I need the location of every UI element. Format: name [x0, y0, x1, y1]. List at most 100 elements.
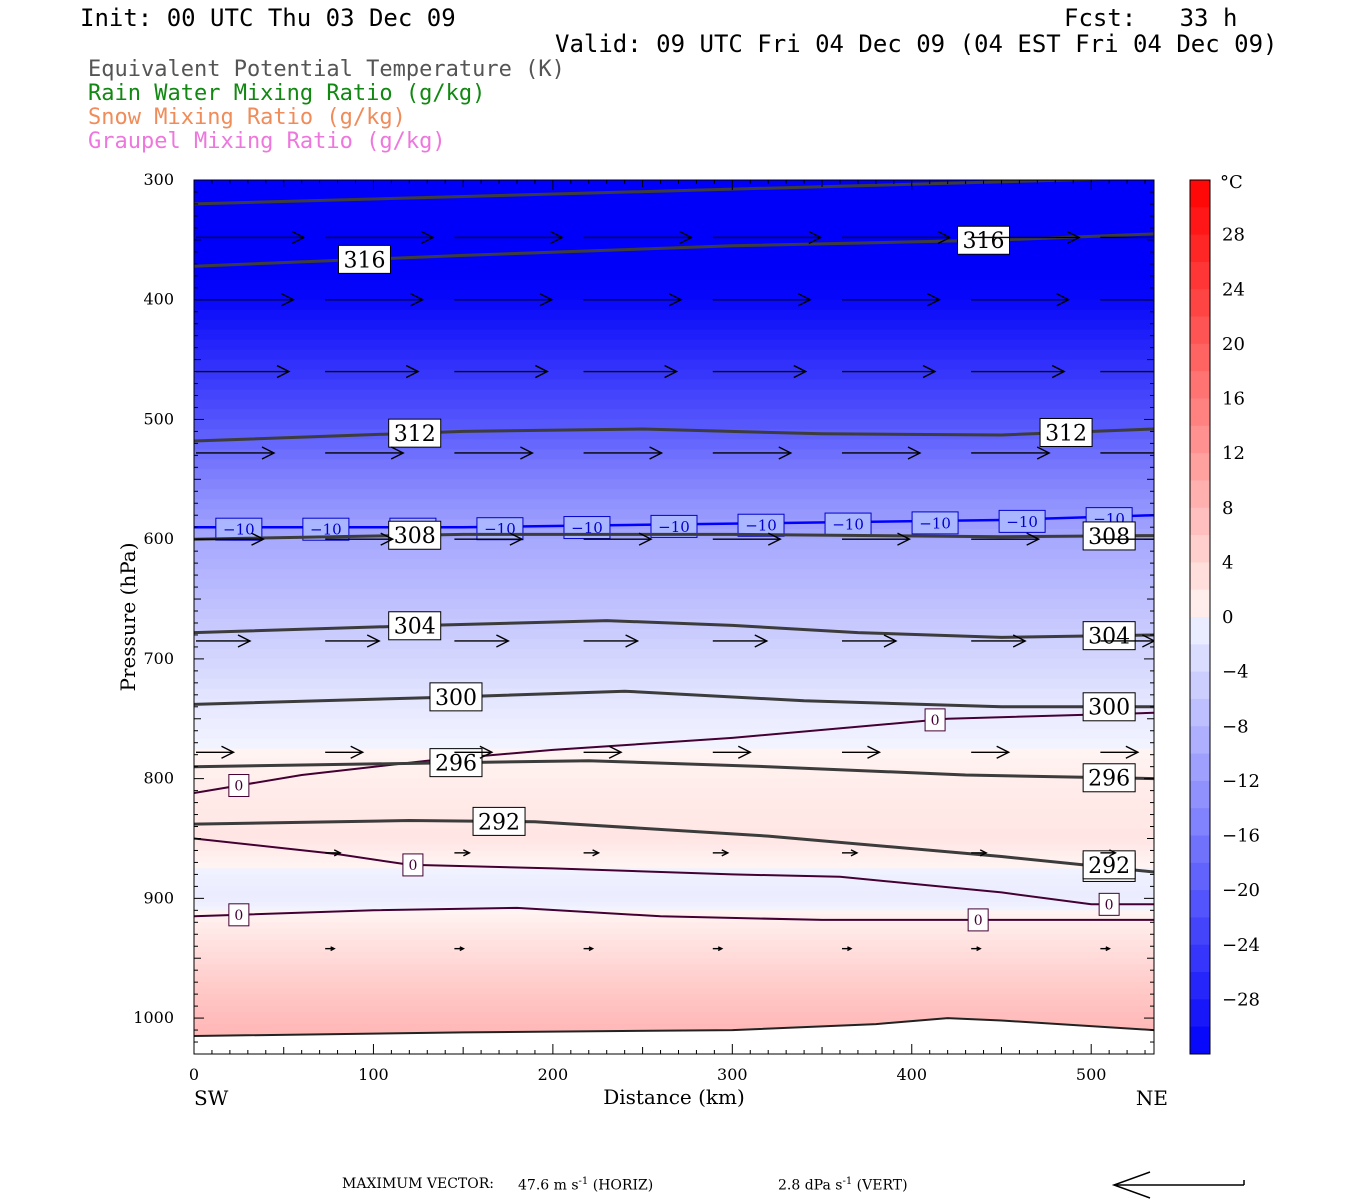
colorbar-swatch — [1190, 808, 1210, 836]
wind-vector — [841, 364, 937, 379]
isotherm-label-text: 0 — [931, 713, 940, 729]
colorbar-tick-label: 0 — [1222, 607, 1233, 628]
temperature-band — [194, 658, 1154, 670]
theta-e-label-text: 296 — [1088, 767, 1130, 792]
init-time: Init: 00 UTC Thu 03 Dec 09 — [80, 4, 456, 32]
temperature-band — [194, 878, 1154, 884]
wind-vector — [583, 745, 623, 759]
x-axis-label: Distance (km) — [603, 1085, 745, 1109]
theta-e-label: 300 — [1082, 692, 1136, 722]
temperature-band — [194, 748, 1154, 760]
wind-vector — [1100, 538, 1154, 540]
wind-vector — [841, 849, 859, 857]
temperature-band — [194, 906, 1154, 912]
colorbar-swatch — [1190, 753, 1210, 782]
x-tick-label: 300 — [717, 1065, 748, 1084]
temperature-band — [194, 309, 1154, 321]
x-tick-label: 400 — [896, 1065, 927, 1084]
wind-vector — [325, 946, 336, 952]
colorbar-swatch — [1190, 207, 1210, 236]
wind-vector — [325, 446, 405, 460]
colorbar-swatch — [1190, 917, 1210, 946]
theta-e-contour — [194, 818, 1154, 874]
wind-vector — [712, 364, 808, 379]
ne-label: NE — [1136, 1086, 1168, 1110]
temperature-band — [194, 539, 1154, 551]
colorbar-tick-label: −4 — [1222, 662, 1249, 683]
temperature-band — [194, 319, 1154, 331]
wind-vector — [712, 849, 730, 857]
wind-vector — [454, 849, 471, 857]
wind-vector — [196, 293, 296, 307]
wind-vector — [971, 446, 1051, 460]
isotherm-label: 0 — [967, 908, 989, 932]
temperature-band — [194, 850, 1154, 858]
surface-pressure-line — [194, 1017, 1154, 1037]
colorbar-swatch — [1190, 261, 1210, 290]
theta-e-label: 296 — [429, 748, 483, 778]
temperature-band — [194, 728, 1154, 740]
wind-vector — [1100, 236, 1154, 239]
wind-vector — [971, 849, 988, 857]
temperature-band — [194, 874, 1154, 880]
wind-vector — [1100, 849, 1117, 857]
wind-vector — [196, 446, 276, 460]
temperature-band — [194, 1024, 1154, 1032]
temperature-band — [194, 922, 1154, 930]
colorbar-tick-label: 24 — [1222, 279, 1245, 300]
colorbar-swatch — [1190, 180, 1210, 208]
wind-vector — [583, 946, 595, 952]
temperature-band — [194, 934, 1154, 942]
wind-vector — [454, 446, 534, 460]
theta-e-label-text: 308 — [1088, 525, 1130, 550]
temperature-band — [194, 579, 1154, 591]
temperature-band — [194, 209, 1154, 221]
isotherm-label: 0 — [228, 774, 250, 798]
y-tick-label: 700 — [143, 649, 174, 668]
isotherm-line — [194, 513, 1154, 529]
y-tick-label: 300 — [143, 170, 174, 189]
temperature-band — [194, 894, 1154, 900]
temperature-band — [194, 818, 1154, 830]
axes: 0 100 200 300 400 500 300 400 500 600 700 800 900 100… — [116, 170, 1168, 1110]
temperature-band — [194, 229, 1154, 241]
isotherm-label: −10 — [215, 517, 263, 541]
isotherm-label-text: −10 — [223, 521, 255, 539]
temperature-band — [194, 269, 1154, 281]
wind-vector — [583, 849, 601, 857]
theta-e-label: 316 — [957, 225, 1011, 255]
temperature-band — [194, 964, 1154, 972]
colorbar-tick-label: 8 — [1222, 498, 1233, 519]
wind-vector — [841, 634, 898, 648]
wind-vector — [196, 745, 236, 759]
temperature-band — [194, 828, 1154, 840]
temperature-band — [194, 898, 1154, 904]
temperature-band — [194, 369, 1154, 381]
isotherm-label: 0 — [228, 903, 250, 927]
temperature-field — [194, 180, 1154, 1054]
y-tick-label: 1000 — [133, 1008, 174, 1027]
wind-vector — [712, 634, 769, 648]
theta-e-label-text: 316 — [963, 229, 1005, 254]
isotherm-label-text: −10 — [745, 517, 777, 535]
isotherm-label-text: 0 — [408, 858, 417, 874]
x-tick-label: 0 — [189, 1065, 199, 1084]
colorbar-swatch — [1190, 562, 1210, 591]
forecast-hour: Fcst: 33 h — [1064, 4, 1238, 32]
wind-vector — [1100, 946, 1111, 952]
colorbar-swatch — [1190, 343, 1210, 372]
temperature-band — [194, 589, 1154, 601]
temperature-band — [194, 469, 1154, 481]
temperature-band — [194, 479, 1154, 491]
wind-vector — [841, 532, 912, 546]
y-tick-label: 800 — [143, 769, 174, 788]
temperature-band — [194, 1006, 1154, 1014]
temperature-band — [194, 1012, 1154, 1020]
temperature-band — [194, 459, 1154, 471]
wind-vector — [454, 946, 465, 952]
colorbar-swatch — [1190, 890, 1210, 918]
colorbar-swatch — [1190, 835, 1210, 864]
theta-e-contour — [194, 689, 1154, 709]
temperature-band — [194, 940, 1154, 948]
temperature-band — [194, 668, 1154, 680]
